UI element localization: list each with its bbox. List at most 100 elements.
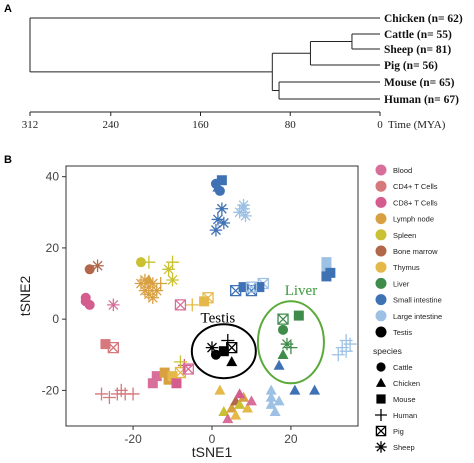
liver-annotation: Liver (285, 283, 317, 299)
data-point (218, 346, 229, 357)
tissue-legend-swatch (375, 310, 387, 322)
scatter-axis-ticks: -20 0 20 40 20 0 -20 (42, 170, 298, 446)
species-legend-label: Chicken (393, 379, 420, 388)
data-point (309, 384, 321, 395)
tissue-legend-label: Bone marrow (393, 247, 438, 256)
data-point (237, 198, 250, 212)
data-point (91, 259, 104, 272)
data-point (205, 341, 219, 354)
leaf-label: Human (n= 67) (384, 94, 459, 106)
tissue-legend-swatch (375, 261, 387, 273)
testis-annotation: Testis (200, 311, 235, 327)
time-axis-tick-label: 0 (377, 119, 383, 131)
tissue-legend-swatch (375, 213, 387, 225)
species-legend-label: Pig (393, 427, 404, 436)
data-point (138, 284, 152, 297)
species-legend-label: Human (393, 411, 417, 420)
x-axis-tick-label: -20 (124, 432, 142, 446)
tissue-legend-swatch (375, 196, 387, 208)
testis-cluster-ellipse (190, 323, 257, 380)
data-point (100, 339, 111, 350)
species-legend-swatch (375, 377, 387, 387)
data-point (325, 267, 336, 278)
species-legend-label: Cattle (393, 363, 413, 372)
tissue-legend-label: Blood (393, 166, 412, 175)
species-legend: species Cattle Chicken Mouse Human Pig Sheep (373, 346, 420, 453)
tissue-legend-label: Large intestine (393, 312, 442, 321)
leaf-label: Mouse (n= 65) (384, 77, 455, 89)
time-axis-tick-label: 240 (103, 119, 120, 131)
liver-cluster-ellipse (256, 300, 325, 385)
species-legend-swatch (376, 394, 386, 404)
panel-b-label: B (4, 154, 12, 166)
data-point (234, 398, 246, 409)
data-point (273, 395, 285, 406)
data-point (166, 273, 179, 287)
data-point (146, 291, 160, 305)
data-point (171, 378, 182, 389)
data-point (215, 202, 229, 215)
data-point (339, 344, 353, 358)
data-point (278, 324, 289, 335)
data-point (265, 398, 277, 409)
data-point (269, 406, 281, 417)
tissue-legend-swatch (375, 326, 387, 338)
data-point (217, 216, 231, 230)
species-legend-title: species (373, 346, 402, 356)
data-point (212, 181, 224, 192)
tissue-legend-label: Testis (393, 328, 412, 337)
data-point (154, 277, 168, 291)
tissue-legend-label: CD8+ T Cells (393, 198, 438, 207)
tissue-legend: Blood CD4+ T Cells CD8+ T Cells Lymph node S… (375, 164, 442, 338)
data-point (114, 383, 128, 397)
data-point (138, 273, 152, 287)
data-point (321, 257, 332, 268)
tissue-legend-label: Thymus (393, 263, 420, 272)
data-point (214, 384, 226, 395)
data-point (265, 391, 277, 402)
scatter-annotations: Testis Liver (190, 283, 325, 385)
species-legend-swatch (375, 409, 387, 421)
data-point (343, 337, 357, 351)
tissue-legend-swatch (375, 180, 387, 192)
data-point (185, 298, 199, 312)
data-point (226, 402, 238, 413)
data-point (84, 264, 95, 275)
x-axis-tick-label: 0 (209, 432, 216, 446)
tissue-legend-label: Small intestine (393, 296, 442, 305)
dendrogram (29, 17, 380, 100)
data-point (102, 391, 116, 405)
data-point (245, 281, 258, 293)
tissue-legend-swatch (375, 229, 387, 241)
tissue-legend-swatch (375, 277, 387, 289)
species-legend-swatch (375, 425, 387, 437)
data-point (245, 395, 257, 406)
x-axis-tick-label: 20 (284, 432, 298, 446)
y-axis-tick-label: 0 (52, 312, 59, 326)
data-point (293, 310, 304, 321)
data-point (226, 356, 238, 367)
data-point (107, 341, 120, 354)
data-point (159, 367, 170, 378)
data-point (107, 298, 120, 312)
data-point (80, 292, 91, 303)
data-point (150, 284, 164, 297)
data-point (95, 387, 109, 401)
data-point (147, 378, 158, 389)
species-legend-label: Mouse (393, 395, 416, 404)
data-point (265, 384, 277, 395)
species-legend-swatch (376, 362, 386, 372)
tissue-legend-swatch (375, 294, 387, 306)
data-point (209, 223, 223, 237)
time-axis-tick-label: 312 (22, 119, 39, 131)
data-point (211, 213, 225, 226)
dendrogram-time-axis: 312 240 160 80 0 Time (MYA) (22, 111, 446, 131)
data-point (289, 384, 301, 395)
data-point (135, 257, 146, 268)
tissue-legend-label: Liver (393, 279, 410, 288)
data-point (230, 409, 242, 420)
data-point (162, 263, 175, 276)
leaf-label: Sheep (n= 81) (384, 44, 451, 56)
data-point (174, 299, 187, 311)
tissue-legend-label: Lymph node (393, 215, 434, 224)
